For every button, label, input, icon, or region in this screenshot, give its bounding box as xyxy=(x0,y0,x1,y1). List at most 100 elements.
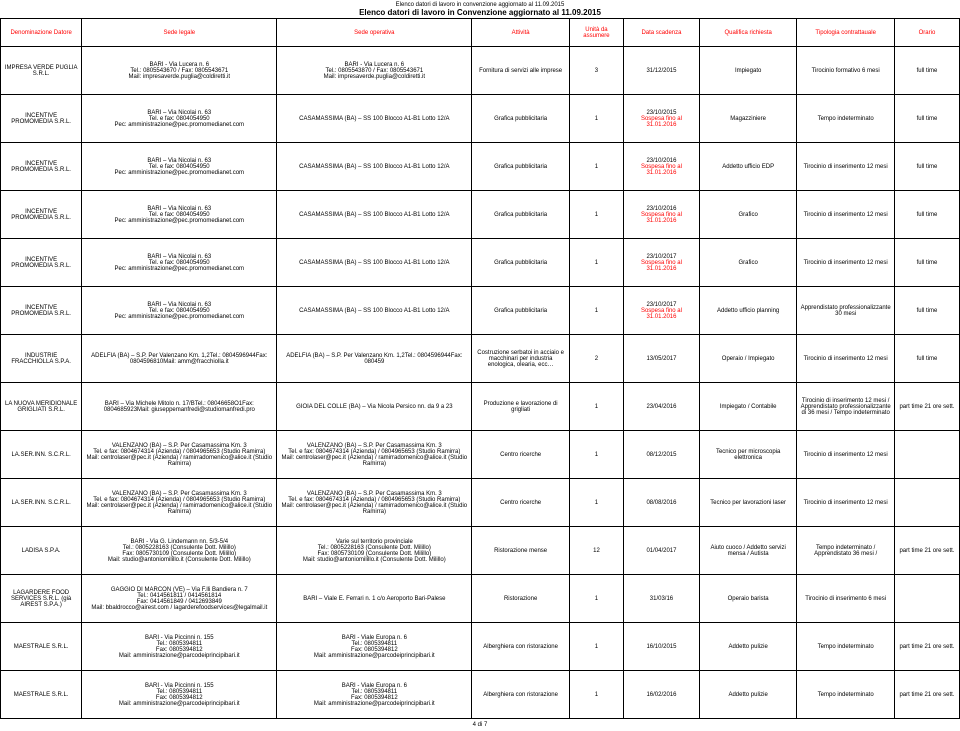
table-cell: Centro ricerche xyxy=(472,431,570,479)
table-cell: 2 xyxy=(569,335,623,383)
table-cell: 13/05/2017 xyxy=(624,335,700,383)
table-cell: 1 xyxy=(569,671,623,719)
table-cell: 01/04/2017 xyxy=(624,527,700,575)
table-cell: Alberghiera con ristorazione xyxy=(472,671,570,719)
table-cell: LA.SER.INN. S.C.R.L. xyxy=(1,479,82,527)
table-cell: 23/10/2017Sospesa fino al 31.01.2016 xyxy=(624,239,700,287)
table-cell: Tecnico per lavorazioni laser xyxy=(699,479,797,527)
table-cell: 23/10/2016Sospesa fino al 31.01.2016 xyxy=(624,191,700,239)
table-cell: BARI - Via G. Lindemann nn. 5/3-5/4Tel.:… xyxy=(82,527,277,575)
table-cell: BARI - Via Piccinni n. 155Tel.: 08053948… xyxy=(82,671,277,719)
table-cell: 1 xyxy=(569,95,623,143)
column-header: Data scadenza xyxy=(624,19,700,47)
table-cell: full time xyxy=(894,335,959,383)
table-cell: full time xyxy=(894,47,959,95)
table-row: INCENTIVE PROMOMEDIA S.R.L.BARI – Via Ni… xyxy=(1,143,960,191)
table-cell: 23/10/2016Sospesa fino al 31.01.2016 xyxy=(624,143,700,191)
table-row: MAESTRALE S.R.L.BARI - Via Piccinni n. 1… xyxy=(1,671,960,719)
table-cell: 08/12/2015 xyxy=(624,431,700,479)
table-cell: 1 xyxy=(569,623,623,671)
table-cell: BARI – Via Nicolai n. 63Tel. e fax: 0804… xyxy=(82,287,277,335)
table-cell: full time xyxy=(894,239,959,287)
table-cell: CASAMASSIMA (BA) – SS 100 Blocco A1-B1 L… xyxy=(277,143,472,191)
table-cell: 31/03/16 xyxy=(624,575,700,623)
table-cell: Addetto pulizie xyxy=(699,671,797,719)
table-cell: 1 xyxy=(569,575,623,623)
table-row: INDUSTRIE FRACCHIOLLA S.P.A.ADELFIA (BA)… xyxy=(1,335,960,383)
table-cell: Addetto pulizie xyxy=(699,623,797,671)
table-cell: part time 21 ore sett. xyxy=(894,671,959,719)
table-cell: full time xyxy=(894,287,959,335)
table-row: INCENTIVE PROMOMEDIA S.R.L.BARI – Via Ni… xyxy=(1,239,960,287)
table-cell: 3 xyxy=(569,47,623,95)
table-row: INCENTIVE PROMOMEDIA S.R.L.BARI – Via Ni… xyxy=(1,287,960,335)
table-header-row: Denominazione DatoreSede legaleSede oper… xyxy=(1,19,960,47)
table-cell: Tirocinio di inserimento 12 mesi xyxy=(797,191,895,239)
table-cell: Produzione e lavorazione di grigliati xyxy=(472,383,570,431)
table-cell: 1 xyxy=(569,479,623,527)
table-cell: 23/04/2016 xyxy=(624,383,700,431)
table-cell: Tirocinio di inserimento 6 mesi xyxy=(797,575,895,623)
table-row: INCENTIVE PROMOMEDIA S.R.L.BARI – Via Ni… xyxy=(1,95,960,143)
table-cell: Tirocinio di inserimento 12 mesi xyxy=(797,479,895,527)
table-cell: CASAMASSIMA (BA) – SS 100 Blocco A1-B1 L… xyxy=(277,287,472,335)
table-cell: Tirocinio formativo 6 mesi xyxy=(797,47,895,95)
table-cell: part time 21 ore sett. xyxy=(894,383,959,431)
table-cell: part time 21 ore sett. xyxy=(894,623,959,671)
table-row: INCENTIVE PROMOMEDIA S.R.L.BARI – Via Ni… xyxy=(1,191,960,239)
table-cell: BARI - Viale Europa n. 6Tel.: 0805394811… xyxy=(277,623,472,671)
table-cell: Tirocinio di inserimento 12 mesi / Appre… xyxy=(797,383,895,431)
table-cell: BARI - Via Lucera n. 6Tel.: 0805543670 /… xyxy=(82,47,277,95)
table-cell: Aiuto cuoco / Addetto servizi mensa / Au… xyxy=(699,527,797,575)
table-cell: LAGARDERE FOOD SERVICES S.R.L. (già AIRE… xyxy=(1,575,82,623)
column-header: Denominazione Datore xyxy=(1,19,82,47)
table-cell: Grafica pubblicitaria xyxy=(472,95,570,143)
table-cell: INCENTIVE PROMOMEDIA S.R.L. xyxy=(1,239,82,287)
table-cell: Tempo indeterminato xyxy=(797,671,895,719)
table-cell: INCENTIVE PROMOMEDIA S.R.L. xyxy=(1,143,82,191)
table-cell: Ristorazione mense xyxy=(472,527,570,575)
table-cell: Varie sul territorio provincialeTel.: 08… xyxy=(277,527,472,575)
table-cell: BARI – Viale E. Ferrari n. 1 c/o Aeropor… xyxy=(277,575,472,623)
table-cell: 1 xyxy=(569,383,623,431)
table-cell xyxy=(894,431,959,479)
table-cell: Grafico xyxy=(699,239,797,287)
table-row: IMPRESA VERDE PUGLIA S.R.L.BARI - Via Lu… xyxy=(1,47,960,95)
table-cell: Operaio barista xyxy=(699,575,797,623)
table-cell: VALENZANO (BA) – S.P. Per Casamassima Km… xyxy=(277,431,472,479)
table-cell: 12 xyxy=(569,527,623,575)
table-cell: BARI - Viale Europa n. 6Tel.: 0805394811… xyxy=(277,671,472,719)
page-title: Elenco datori di lavoro in Convenzione a… xyxy=(0,8,960,17)
table-cell: BARI – Via Nicolai n. 63Tel. e fax: 0804… xyxy=(82,143,277,191)
table-cell: Operaio / Impiegato xyxy=(699,335,797,383)
table-cell: LA.SER.INN. S.C.R.L. xyxy=(1,431,82,479)
table-cell: 1 xyxy=(569,287,623,335)
table-cell: IMPRESA VERDE PUGLIA S.R.L. xyxy=(1,47,82,95)
table-cell: LADISA S.P.A. xyxy=(1,527,82,575)
table-cell: Grafico xyxy=(699,191,797,239)
table-cell: Magazziniere xyxy=(699,95,797,143)
column-header: Sede legale xyxy=(82,19,277,47)
table-cell: 08/08/2016 xyxy=(624,479,700,527)
table-cell: 1 xyxy=(569,239,623,287)
table-cell: MAESTRALE S.R.L. xyxy=(1,623,82,671)
table-cell: BARI - Via Piccinni n. 155Tel.: 08053948… xyxy=(82,623,277,671)
table-cell: BARI – Via Michele Mitolo n. 17/BTel.: 0… xyxy=(82,383,277,431)
table-row: LADISA S.P.A.BARI - Via G. Lindemann nn.… xyxy=(1,527,960,575)
table-cell: 1 xyxy=(569,191,623,239)
table-cell: Tirocinio di inserimento 12 mesi xyxy=(797,431,895,479)
table-cell: ADELFIA (BA) – S.P. Per Valenzano Km. 1,… xyxy=(277,335,472,383)
table-cell: CASAMASSIMA (BA) – SS 100 Blocco A1-B1 L… xyxy=(277,95,472,143)
table-cell: BARI – Via Nicolai n. 63Tel. e fax: 0804… xyxy=(82,95,277,143)
table-cell: Grafica pubblicitaria xyxy=(472,191,570,239)
table-cell: BARI – Via Nicolai n. 63Tel. e fax: 0804… xyxy=(82,239,277,287)
table-cell: 31/12/2015 xyxy=(624,47,700,95)
table-cell: 16/02/2016 xyxy=(624,671,700,719)
table-cell: VALENZANO (BA) – S.P. Per Casamassima Km… xyxy=(82,431,277,479)
table-cell: INDUSTRIE FRACCHIOLLA S.P.A. xyxy=(1,335,82,383)
table-cell: ADELFIA (BA) – S.P. Per Valenzano Km. 1,… xyxy=(82,335,277,383)
table-cell: Grafica pubblicitaria xyxy=(472,143,570,191)
page-footer: 4 di 7 xyxy=(0,719,960,731)
column-header: Attività xyxy=(472,19,570,47)
table-row: MAESTRALE S.R.L.BARI - Via Piccinni n. 1… xyxy=(1,623,960,671)
